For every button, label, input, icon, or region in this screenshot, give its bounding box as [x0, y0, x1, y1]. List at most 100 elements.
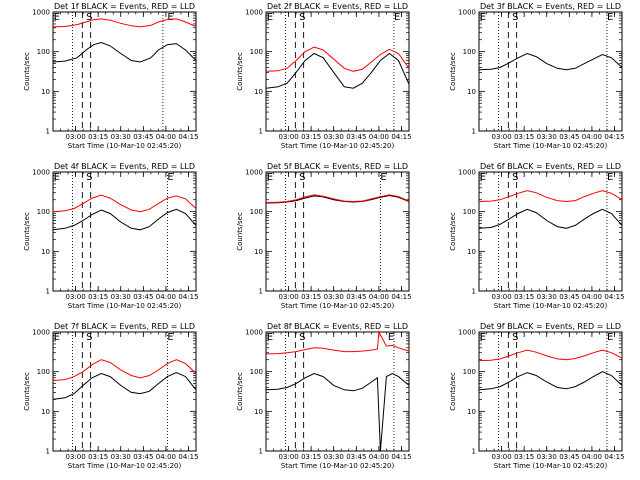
chart-title: Det 7f BLACK = Events, RED = LLD: [54, 322, 195, 331]
event-marker: E: [54, 172, 60, 183]
x-tick-label: 03:00: [491, 133, 511, 141]
y-axis-label: Counts/sec: [449, 52, 457, 91]
x-tick-label: 03:30: [111, 453, 131, 461]
x-tick-label: 03:45: [133, 133, 153, 141]
y-tick-label: 1: [46, 448, 50, 456]
x-tick-label: 03:45: [346, 453, 366, 461]
x-tick-label: 03:30: [537, 453, 557, 461]
series-line-lld: [265, 194, 410, 203]
x-axis-label: Start Time (10-Mar-10 02:45:20): [68, 302, 182, 310]
det-9f-panel: Det 9f BLACK = Events, RED = LLD 1 10 100 10…: [426, 320, 639, 480]
det-5f-plot: Det 5f BLACK = Events, RED = LLD 1 10 100 10…: [236, 162, 412, 310]
x-tick-label: 04:15: [178, 293, 198, 301]
event-marker: E: [480, 332, 486, 343]
y-tick-label: 1: [259, 128, 263, 136]
y-axis-label: Counts/sec: [23, 52, 31, 91]
x-tick-label: 03:15: [88, 133, 108, 141]
y-tick-label: 10: [254, 248, 263, 256]
x-tick-label: 04:15: [604, 293, 624, 301]
event-marker: S: [512, 172, 518, 183]
y-tick-label: 10: [41, 408, 50, 416]
x-tick-label: 04:00: [582, 453, 602, 461]
x-axis-label: Start Time (10-Mar-10 02:45:20): [494, 142, 608, 150]
series-line-events: [265, 194, 410, 204]
x-tick-label: 04:15: [604, 133, 624, 141]
x-axis-label: Start Time (10-Mar-10 02:45:20): [68, 142, 182, 150]
x-tick-label: 04:15: [178, 133, 198, 141]
chart-title: Det 5f BLACK = Events, RED = LLD: [267, 162, 408, 171]
event-marker: E: [267, 172, 273, 183]
y-tick-label: 1000: [245, 329, 263, 337]
x-tick-label: 03:00: [65, 133, 85, 141]
event-marker: S: [86, 332, 92, 343]
series-line-lld: [478, 349, 623, 362]
plot-frame: [478, 171, 623, 292]
series-line-events: [478, 208, 623, 229]
y-tick-label: 1: [259, 448, 263, 456]
y-tick-label: 10: [467, 88, 476, 96]
event-marker: E: [167, 172, 173, 183]
y-axis-label: Counts/sec: [236, 52, 244, 91]
series-line-lld: [52, 194, 197, 213]
event-marker: E: [394, 12, 400, 23]
plot-frame: [478, 331, 623, 452]
y-tick-label: 10: [41, 248, 50, 256]
y-tick-label: 10: [467, 408, 476, 416]
series-line-events: [478, 52, 623, 71]
x-tick-label: 03:15: [301, 293, 321, 301]
x-axis-label: Start Time (10-Mar-10 02:45:20): [281, 462, 395, 470]
y-tick-label: 1: [472, 448, 476, 456]
y-tick-label: 100: [250, 368, 263, 376]
x-axis-label: Start Time (10-Mar-10 02:45:20): [494, 462, 608, 470]
y-tick-label: 1000: [32, 169, 50, 177]
x-tick-label: 04:00: [369, 453, 389, 461]
event-marker: S: [299, 12, 305, 23]
y-axis-label: Counts/sec: [236, 372, 244, 411]
event-marker: E: [607, 12, 613, 23]
det-2f-plot: Det 2f BLACK = Events, RED = LLD 1 10 100 10…: [236, 2, 412, 150]
x-tick-label: 04:15: [391, 293, 411, 301]
x-tick-label: 03:45: [559, 133, 579, 141]
x-tick-label: 03:00: [278, 293, 298, 301]
det-7f-panel: Det 7f BLACK = Events, RED = LLD 1 10 100 10…: [0, 320, 213, 480]
series-line-events: [265, 372, 410, 452]
event-marker: S: [299, 332, 305, 343]
y-axis-label: Counts/sec: [23, 212, 31, 251]
x-tick-label: 03:15: [88, 293, 108, 301]
y-tick-label: 100: [463, 208, 476, 216]
y-tick-label: 1: [472, 288, 476, 296]
event-marker: E: [267, 332, 273, 343]
x-tick-label: 03:45: [559, 293, 579, 301]
det-1f-panel: Det 1f BLACK = Events, RED = LLD 1 10 100 10…: [0, 0, 213, 160]
plot-frame: [52, 331, 197, 452]
x-axis-label: Start Time (10-Mar-10 02:45:20): [68, 462, 182, 470]
x-tick-label: 03:30: [324, 453, 344, 461]
x-tick-label: 04:00: [156, 453, 176, 461]
series-line-lld: [265, 46, 410, 72]
x-tick-label: 03:30: [324, 133, 344, 141]
series-line-events: [52, 372, 197, 400]
y-tick-label: 1000: [458, 329, 476, 337]
y-axis-label: Counts/sec: [23, 372, 31, 411]
det-3f-panel: Det 3f BLACK = Events, RED = LLD 1 10 100 10…: [426, 0, 639, 160]
x-tick-label: 04:00: [369, 293, 389, 301]
x-tick-label: 04:15: [604, 453, 624, 461]
y-tick-label: 10: [467, 248, 476, 256]
det-8f-panel: Det 8f BLACK = Events, RED = LLD 1 10 100 10…: [213, 320, 426, 480]
x-tick-label: 03:00: [491, 453, 511, 461]
x-tick-label: 03:15: [301, 133, 321, 141]
x-tick-label: 04:00: [156, 293, 176, 301]
x-tick-label: 03:15: [514, 293, 534, 301]
y-tick-label: 100: [250, 48, 263, 56]
y-tick-label: 100: [37, 368, 50, 376]
y-tick-label: 1000: [32, 9, 50, 17]
plot-frame: [265, 11, 410, 132]
x-tick-label: 03:30: [111, 133, 131, 141]
x-tick-label: 03:45: [559, 453, 579, 461]
event-marker: E: [607, 332, 613, 343]
det-3f-plot: Det 3f BLACK = Events, RED = LLD 1 10 100 10…: [449, 2, 625, 150]
x-tick-label: 03:00: [278, 453, 298, 461]
det-4f-panel: Det 4f BLACK = Events, RED = LLD 1 10 100 10…: [0, 160, 213, 320]
event-marker: S: [512, 12, 518, 23]
x-tick-label: 03:45: [133, 453, 153, 461]
